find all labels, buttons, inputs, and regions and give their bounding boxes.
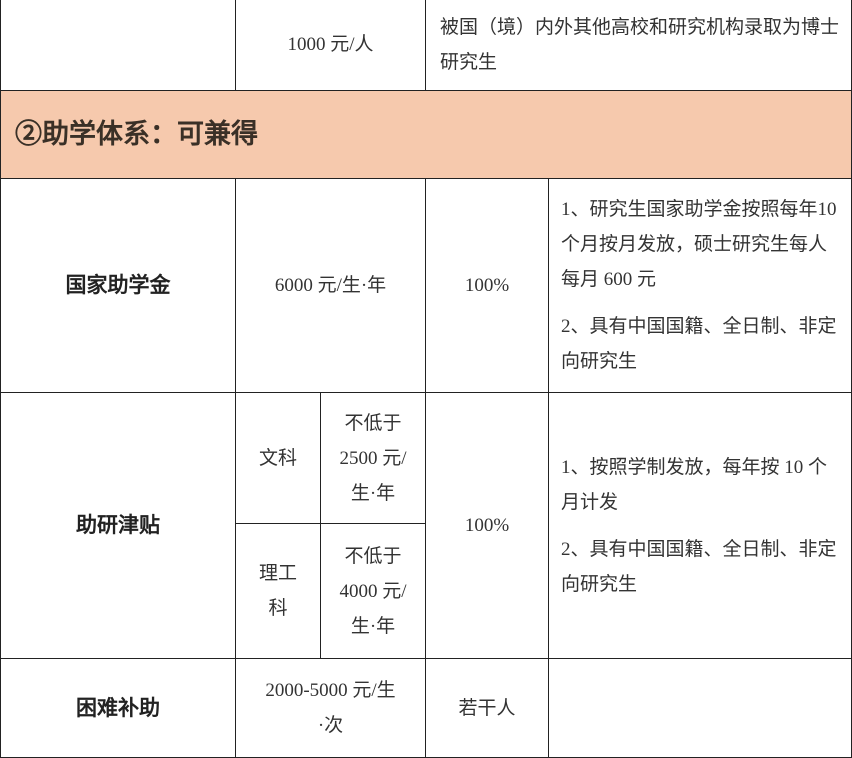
section-title: ②助学体系：可兼得 — [0, 90, 852, 179]
field-science: 理工科 — [235, 523, 321, 659]
note: 1、研究生国家助学金按照每年10 个月按月发放，硕士研究生每人每月 600 元 — [561, 199, 837, 290]
empty-cell — [0, 0, 236, 91]
amount-cell: 1000 元/人 — [235, 0, 426, 91]
note: 1、按照学制发放，每年按 10 个月计发 — [561, 456, 828, 513]
hardship-notes — [548, 658, 852, 758]
hardship-amount: 2000-5000 元/生·次 — [235, 658, 426, 758]
condition-cell: 被国（境）内外其他高校和研究机构录取为博士研究生 — [425, 0, 852, 91]
allowance-notes: 1、按照学制发放，每年按 10 个月计发 2、具有中国国籍、全日制、非定向研究生 — [548, 392, 852, 659]
note: 2、具有中国国籍、全日制、非定向研究生 — [561, 538, 837, 595]
grant-notes: 1、研究生国家助学金按照每年10 个月按月发放，硕士研究生每人每月 600 元 … — [548, 178, 852, 393]
hardship-ratio: 若干人 — [425, 658, 549, 758]
grant-ratio: 100% — [425, 178, 549, 393]
grant-amount: 6000 元/生·年 — [235, 178, 426, 393]
field-liberal: 文科 — [235, 392, 321, 524]
amount-liberal: 不低于2500 元/生·年 — [320, 392, 426, 524]
amount-science: 不低于4000 元/生·年 — [320, 523, 426, 659]
note: 2、具有中国国籍、全日制、非定向研究生 — [561, 316, 837, 372]
grant-name: 国家助学金 — [0, 178, 236, 393]
allowance-ratio: 100% — [425, 392, 549, 659]
hardship-name: 困难补助 — [0, 658, 236, 758]
allowance-name: 助研津贴 — [0, 392, 236, 659]
